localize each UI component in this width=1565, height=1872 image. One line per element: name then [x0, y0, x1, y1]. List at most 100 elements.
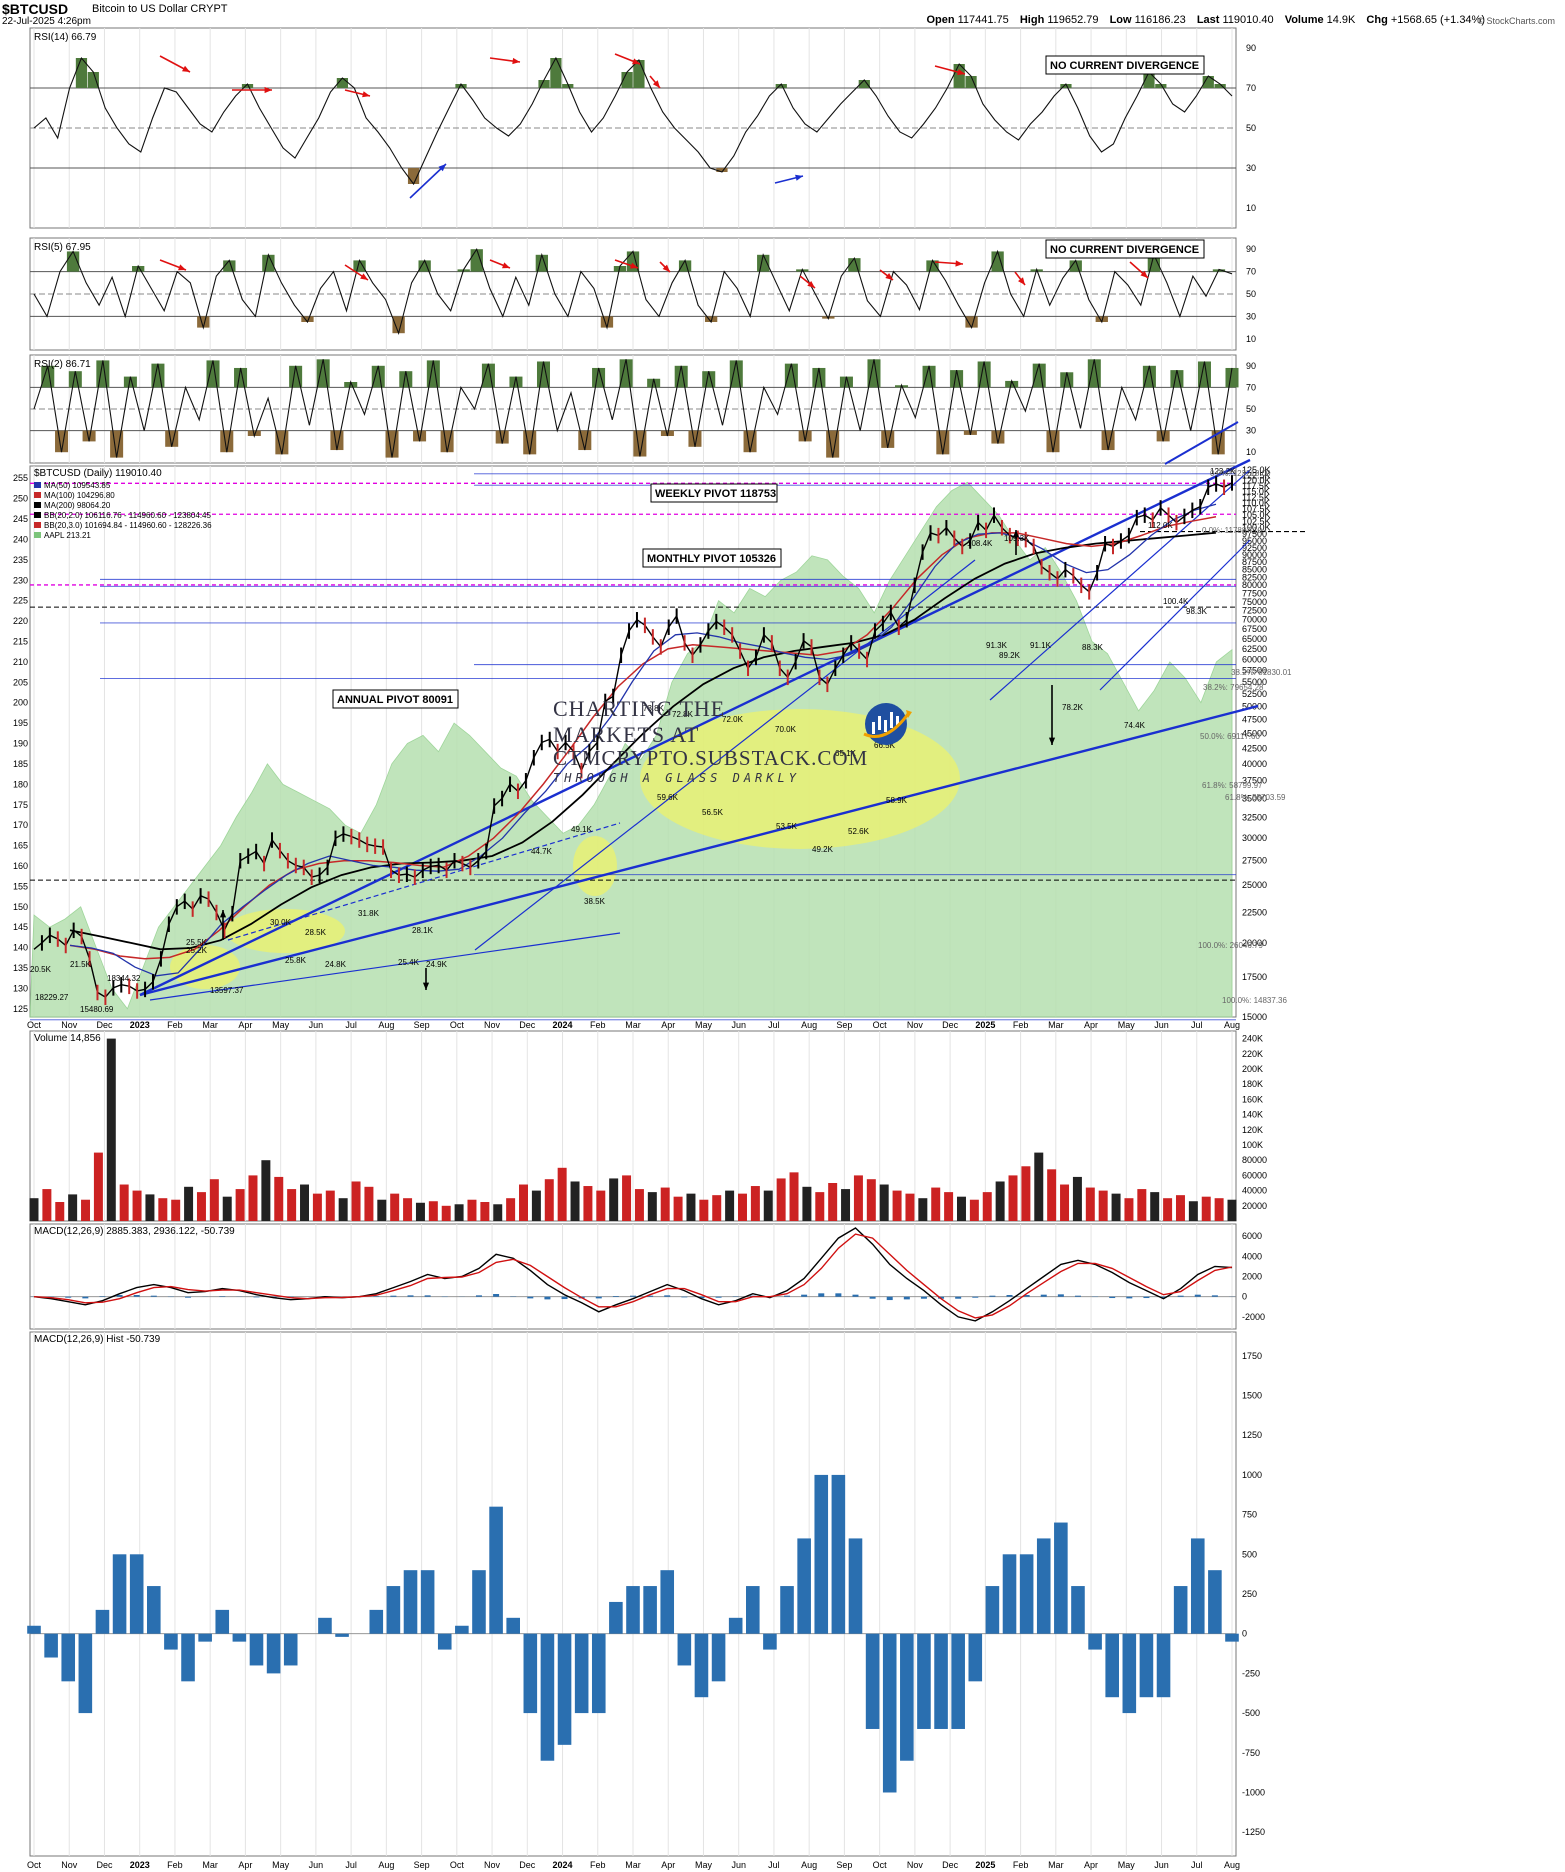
fib-label: 0.0%: 117887.10	[1202, 526, 1262, 535]
rsi14-divergence-arrow-head	[264, 86, 272, 94]
rsi14-divergence-arrow-head	[362, 91, 370, 98]
rsi2-line	[33, 359, 1233, 458]
volume-ytick: 200K	[1242, 1064, 1263, 1074]
hist-bar	[1173, 1586, 1188, 1634]
volume-bar	[493, 1204, 503, 1221]
rsi2-oversold	[247, 430, 261, 436]
rsi14-divergence-arrow-head	[957, 69, 965, 76]
volume-legend: Volume 14,856	[34, 1033, 101, 1044]
rsi5-line	[33, 247, 1233, 335]
volume-bar	[982, 1192, 992, 1221]
volume-ytick: 40000	[1242, 1186, 1267, 1196]
hist-bar	[797, 1538, 811, 1634]
hist-xtick: 2023	[130, 1860, 150, 1870]
hist-xtick: Jun	[1154, 1860, 1169, 1870]
volume-ytick: 80000	[1242, 1155, 1267, 1165]
price-xtick: Jun	[1154, 1020, 1169, 1030]
price-label: 49.2K	[812, 845, 834, 854]
macd-hist-bar	[185, 1296, 192, 1298]
price-legend-item: MA(100) 104296.80	[44, 491, 115, 500]
rsi5-divergence-arrow-head	[630, 262, 638, 269]
volume-bar	[570, 1181, 580, 1221]
brand-logo-icon	[863, 703, 912, 745]
volume-bar	[660, 1187, 670, 1221]
rsi5-divergence-arrow-head	[178, 264, 186, 271]
volume-bar	[184, 1186, 194, 1221]
rsi14-divergence-arrow-head	[182, 65, 190, 72]
hist-bar	[609, 1601, 623, 1634]
rsi14-divergence-arrow-head	[652, 80, 660, 88]
volume-bar	[866, 1179, 876, 1221]
rsi14-divergence-arrow	[409, 163, 447, 199]
rsi5-overbought	[223, 260, 236, 272]
legend-swatch	[34, 522, 41, 528]
macd-hist-bar	[116, 1295, 123, 1297]
rsi14-ytick: 90	[1246, 43, 1256, 53]
rsi2-oversold	[798, 430, 812, 442]
price-xtick: Nov	[484, 1020, 501, 1030]
aapl-ytick: 165	[13, 841, 28, 851]
hist-bar	[455, 1625, 469, 1634]
annual-pivot-label: ANNUAL PIVOT 80091	[337, 694, 453, 706]
price-label: 25.4K	[398, 958, 420, 967]
price-xtick: Dec	[942, 1020, 959, 1030]
price-label: 66.5K	[874, 741, 896, 750]
hist-bar	[232, 1633, 247, 1642]
hist-xtick: Apr	[238, 1860, 252, 1870]
volume-ytick: 180K	[1242, 1079, 1263, 1089]
hist-bar	[763, 1633, 777, 1650]
price-label: 15480.69	[80, 1005, 114, 1014]
price-ytick: 112.5K	[1242, 492, 1270, 502]
volume-bar	[725, 1190, 735, 1221]
volume-bar	[415, 1202, 425, 1221]
volume-bar	[158, 1198, 168, 1221]
volume-bar	[119, 1184, 129, 1221]
hist-bar	[27, 1625, 41, 1634]
volume-bar	[1163, 1198, 1173, 1221]
volume-bar	[1021, 1166, 1031, 1221]
rsi14-overbought	[633, 60, 645, 88]
rsi2-ytick: 10	[1246, 447, 1256, 457]
hist-bar	[112, 1554, 127, 1634]
price-ytick: 110.0K	[1242, 498, 1270, 508]
hist-bar	[814, 1474, 829, 1634]
price-legend-item: MA(200) 98064.20	[44, 501, 111, 510]
aapl-ytick: 155	[13, 881, 28, 891]
rsi14-divergence-arrow-head	[795, 174, 803, 181]
hist-bar	[1054, 1522, 1068, 1634]
fib-label: 100.0%: 14837.36	[1222, 996, 1287, 1005]
rsi14-ytick: 30	[1246, 163, 1256, 173]
volume-bar	[931, 1187, 941, 1221]
volume-bar	[699, 1199, 709, 1221]
rsi14-overbought	[455, 84, 467, 88]
price-label: 18344.32	[107, 974, 141, 983]
hist-bar	[44, 1633, 58, 1658]
hist-ytick: 1500	[1242, 1391, 1262, 1401]
price-legend: $BTCUSD (Daily) 119010.40	[34, 468, 162, 479]
aapl-ytick: 185	[13, 759, 28, 769]
volume-bar	[583, 1186, 593, 1221]
volume-bar	[519, 1184, 528, 1221]
price-xtick: Jun	[731, 1020, 746, 1030]
hist-xtick: Apr	[1084, 1860, 1098, 1870]
hist-bar	[283, 1633, 298, 1666]
price-label: 74.4K	[1124, 721, 1146, 730]
macd-hist-bar	[544, 1296, 551, 1300]
volume-bar	[712, 1195, 722, 1221]
hist-bar	[882, 1633, 897, 1793]
hist-bar	[557, 1633, 572, 1745]
hist-xtick: Mar	[1048, 1860, 1064, 1870]
aapl-ytick: 170	[13, 820, 28, 830]
rsi14-legend: RSI(14) 66.79	[34, 32, 97, 43]
aapl-ytick: 130	[13, 983, 28, 993]
price-xtick: Sep	[836, 1020, 852, 1030]
hist-bar	[643, 1586, 657, 1634]
macd-hist-bar	[886, 1296, 893, 1301]
price-xtick: Oct	[450, 1020, 465, 1030]
fib-label: 0.0%: 123218.00	[1210, 469, 1271, 478]
macd-hist-bar	[1211, 1295, 1218, 1297]
hist-bar	[198, 1633, 212, 1642]
rsi2-oversold	[936, 430, 950, 455]
rsi5-oversold	[392, 316, 405, 334]
volume-bar	[428, 1201, 438, 1221]
